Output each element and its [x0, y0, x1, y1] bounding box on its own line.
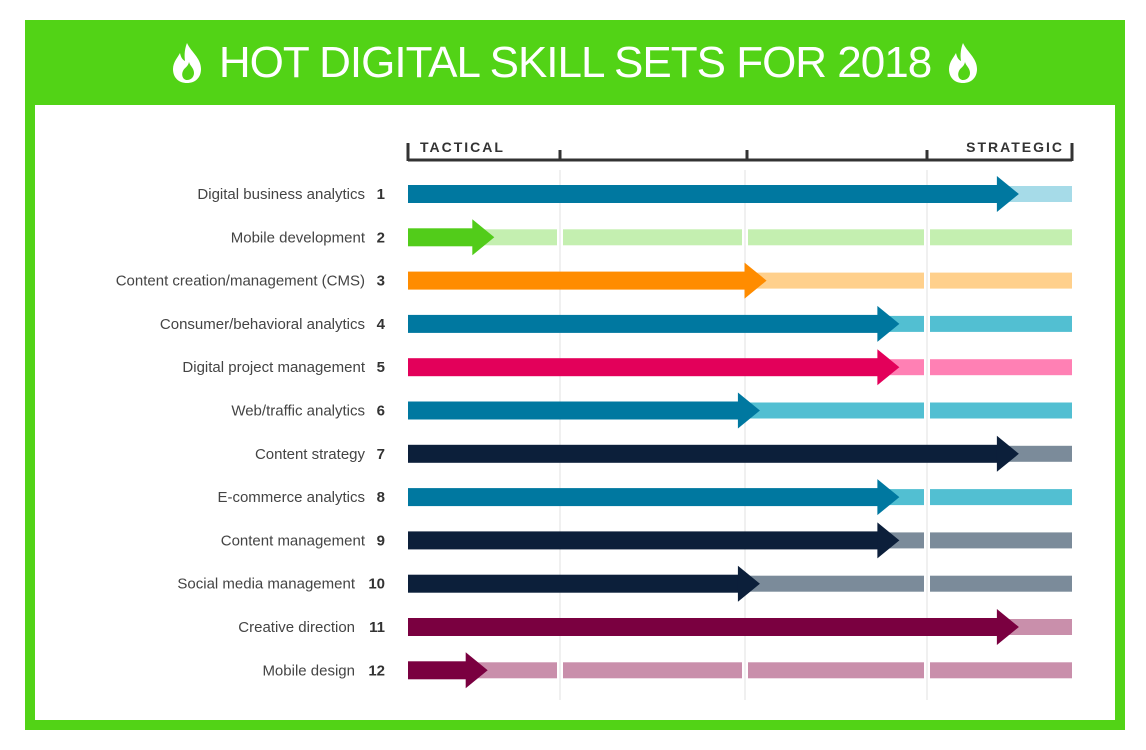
bar [408, 618, 1003, 636]
bar [408, 444, 1003, 463]
rank-number: 6 [377, 403, 385, 420]
arrowhead [877, 479, 900, 516]
category-label: Digital business analytics [197, 186, 365, 203]
arrowhead [877, 305, 900, 342]
bar [408, 661, 472, 680]
bar [408, 228, 479, 247]
category-label: Mobile design [262, 662, 355, 679]
bar-track [748, 575, 924, 592]
category-label: Consumer/behavioral analytics [160, 316, 365, 333]
chart-title: HOT DIGITAL SKILL SETS FOR 2018 [218, 37, 932, 87]
bar [408, 488, 884, 507]
category-label: Social media management [177, 576, 355, 593]
rank-number: 8 [377, 489, 385, 506]
bar-track [930, 575, 1072, 592]
bar-track [930, 272, 1072, 289]
bar-track [930, 662, 1072, 679]
bar-track [748, 402, 924, 419]
rank-number: 4 [377, 316, 386, 333]
bar [408, 401, 744, 420]
bar-track [930, 229, 1072, 246]
category-label: Content management [221, 532, 366, 549]
bar-track [748, 662, 924, 679]
rank-number: 9 [377, 532, 385, 549]
arrowhead [996, 435, 1019, 472]
rank-number: 10 [368, 576, 385, 593]
bar-track [748, 272, 924, 289]
rank-number: 7 [377, 446, 385, 463]
bar [408, 185, 1003, 203]
title-bar: HOT DIGITAL SKILL SETS FOR 2018 [25, 20, 1125, 105]
arrowhead [996, 176, 1019, 212]
arrowhead [737, 565, 760, 602]
arrowhead [877, 349, 900, 386]
bar-track [930, 315, 1072, 332]
bar-track [930, 489, 1072, 506]
flame-icon [949, 42, 978, 83]
bar-track [563, 662, 742, 679]
category-label: Content strategy [255, 446, 366, 463]
bar-track [563, 229, 742, 246]
category-label: E-commerce analytics [217, 489, 365, 506]
rank-number: 11 [369, 619, 385, 636]
category-label: Mobile development [231, 229, 366, 246]
bar [408, 574, 744, 593]
bar-track [930, 402, 1072, 419]
bar [408, 358, 884, 377]
category-label: Content creation/management (CMS) [116, 273, 365, 290]
arrowhead [744, 262, 767, 299]
rank-number: 1 [377, 186, 385, 203]
flame-icon [172, 42, 201, 83]
rank-number: 5 [377, 359, 385, 376]
bar [408, 314, 884, 333]
bar-track [748, 229, 924, 246]
bar-track [930, 532, 1072, 549]
axis-label-strategic: STRATEGIC [966, 139, 1064, 155]
axis-label-tactical: TACTICAL [420, 139, 505, 155]
bar-track [930, 359, 1072, 376]
arrowhead [465, 652, 488, 689]
category-label: Digital project management [182, 359, 365, 376]
category-label: Web/traffic analytics [231, 403, 365, 420]
rank-number: 12 [368, 662, 385, 679]
rank-number: 2 [377, 229, 385, 246]
category-label: Creative direction [238, 619, 355, 636]
arrowhead [877, 522, 900, 559]
arrowhead [472, 219, 495, 256]
rank-number: 3 [377, 273, 385, 290]
bar [408, 531, 884, 550]
arrowhead [996, 609, 1019, 645]
bar [408, 271, 751, 290]
arrowhead [737, 392, 760, 429]
